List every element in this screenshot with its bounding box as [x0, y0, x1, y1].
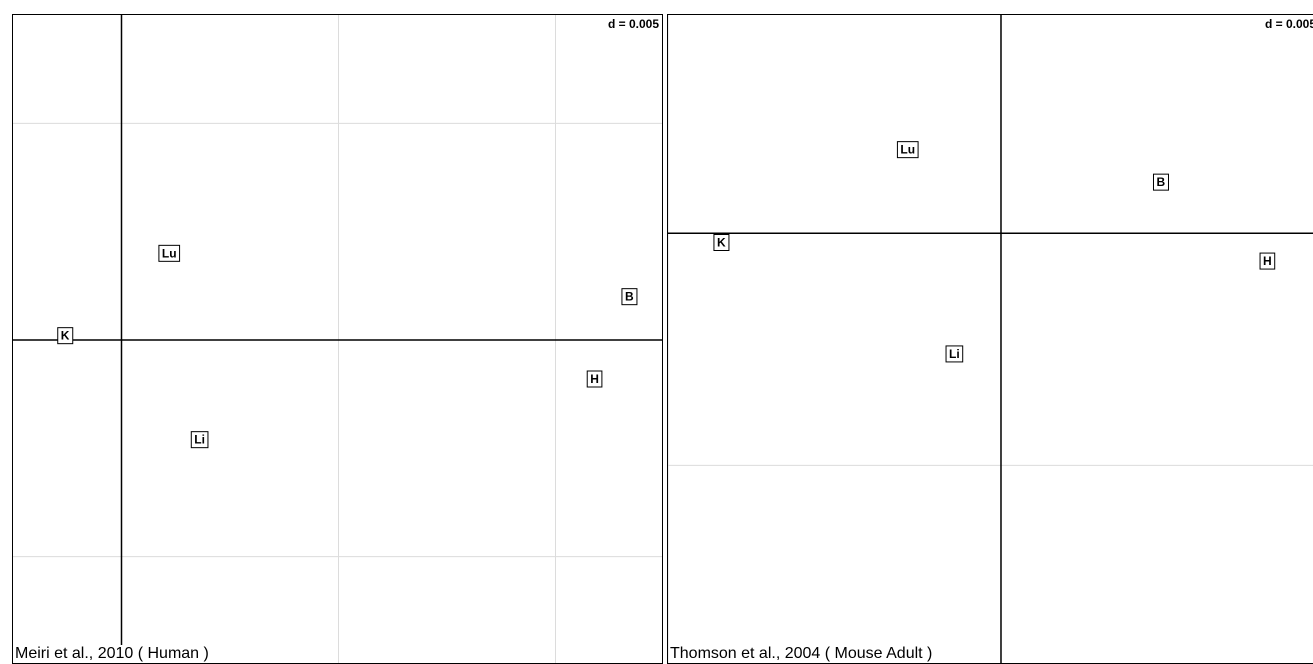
point-label-box	[896, 141, 919, 159]
point-label-b: B	[1152, 173, 1169, 191]
point-label-box	[57, 327, 74, 345]
point-label-box	[1152, 173, 1169, 191]
point-label-li: Li	[190, 431, 209, 449]
point-label-box	[1259, 252, 1276, 270]
scatter-plot: K Lu Li B H	[668, 15, 1313, 663]
scale-label: d = 0.005	[1264, 17, 1313, 31]
point-label-box	[621, 288, 638, 306]
point-label-text: Lu	[900, 143, 915, 157]
point-label-lu: Lu	[896, 141, 919, 159]
point-label-text: H	[1263, 254, 1272, 268]
point-label-box	[945, 345, 964, 363]
point-label-box	[586, 370, 603, 388]
panel-caption: Meiri et al., 2010 ( Human )	[15, 645, 211, 663]
point-label-li: Li	[945, 345, 964, 363]
point-label-text: Li	[949, 347, 960, 361]
point-label-text: H	[590, 372, 599, 386]
point-label-text: Li	[194, 433, 205, 447]
point-label-b: B	[621, 288, 638, 306]
point-label-text: B	[1156, 175, 1165, 189]
point-label-k: K	[57, 327, 74, 345]
ordination-panel-mouse: K Lu Li B H d = 0.005 Thomson et al., 2004 (…	[667, 14, 1313, 664]
point-label-h: H	[1259, 252, 1276, 270]
scatter-plot: K Lu Li B H	[13, 15, 662, 663]
panel-caption: Thomson et al., 2004 ( Mouse Adult )	[670, 645, 935, 663]
point-label-text: K	[717, 236, 726, 250]
point-label-lu: Lu	[158, 244, 181, 262]
point-label-text: Lu	[162, 246, 177, 260]
point-label-box	[713, 234, 730, 251]
point-label-k: K	[713, 234, 730, 251]
point-label-box	[190, 431, 209, 449]
ordination-panel-human: K Lu Li B H d = 0.005 Meiri et al., 2010 ( H…	[12, 14, 663, 664]
point-label-box	[158, 244, 181, 262]
point-label-text: K	[61, 329, 70, 343]
point-label-text: B	[625, 290, 634, 304]
point-label-h: H	[586, 370, 603, 388]
scale-label: d = 0.005	[607, 17, 659, 31]
